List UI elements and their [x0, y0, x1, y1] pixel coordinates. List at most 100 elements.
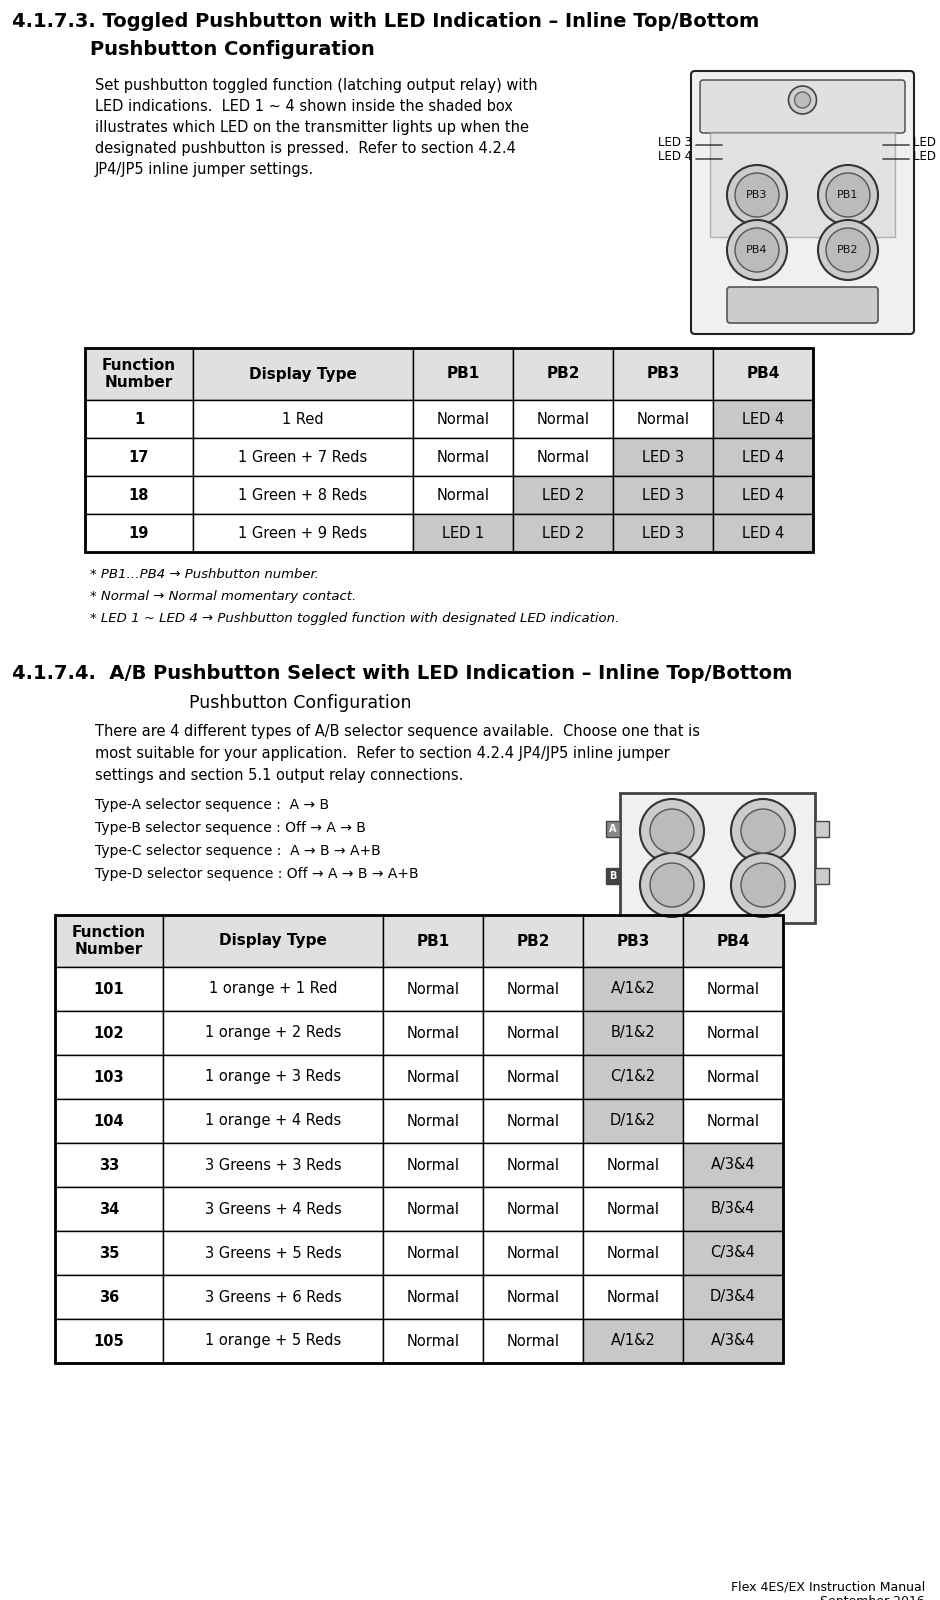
Text: * PB1…PB4 → Pushbutton number.: * PB1…PB4 → Pushbutton number. — [90, 568, 319, 581]
Text: Normal: Normal — [507, 1245, 559, 1261]
Text: LED 2: LED 2 — [541, 525, 584, 541]
Text: A/1&2: A/1&2 — [611, 981, 655, 997]
Text: B/1&2: B/1&2 — [611, 1026, 655, 1040]
Text: C/3&4: C/3&4 — [711, 1245, 756, 1261]
Bar — [55, 1011, 163, 1054]
Text: LED 4: LED 4 — [742, 525, 784, 541]
Bar — [193, 514, 413, 552]
Bar — [483, 1318, 583, 1363]
Bar — [606, 821, 620, 837]
Text: Normal: Normal — [436, 450, 490, 464]
Text: Function
Number: Function Number — [102, 358, 176, 390]
Bar — [583, 1230, 683, 1275]
Bar — [583, 1011, 683, 1054]
Bar — [383, 1142, 483, 1187]
Text: Normal: Normal — [406, 981, 460, 997]
Text: designated pushbutton is pressed.  Refer to section 4.2.4: designated pushbutton is pressed. Refer … — [95, 141, 516, 157]
Bar — [383, 1099, 483, 1142]
Text: D/1&2: D/1&2 — [610, 1114, 656, 1128]
Bar — [583, 1054, 683, 1099]
Bar — [383, 1011, 483, 1054]
Text: PB1: PB1 — [838, 190, 858, 200]
Text: 17: 17 — [129, 450, 149, 464]
Text: PB1: PB1 — [446, 366, 479, 381]
Text: Flex 4ES/EX Instruction Manual
September 2016
Page 17 of 37: Flex 4ES/EX Instruction Manual September… — [730, 1581, 925, 1600]
Bar — [683, 915, 783, 966]
Text: LED 2: LED 2 — [913, 136, 940, 149]
Bar — [483, 1054, 583, 1099]
Bar — [815, 867, 829, 883]
Bar — [383, 915, 483, 966]
Text: LED 4: LED 4 — [742, 488, 784, 502]
Bar — [683, 1099, 783, 1142]
Bar — [55, 1054, 163, 1099]
Text: LED 3: LED 3 — [642, 525, 684, 541]
Text: 3 Greens + 3 Reds: 3 Greens + 3 Reds — [205, 1157, 341, 1173]
Text: LED 1: LED 1 — [442, 525, 484, 541]
Text: 1 Red: 1 Red — [282, 411, 323, 427]
Text: Normal: Normal — [707, 1026, 760, 1040]
Text: 4.1.7.4.  A/B Pushbutton Select with LED Indication – Inline Top/Bottom: 4.1.7.4. A/B Pushbutton Select with LED … — [12, 664, 792, 683]
Bar — [413, 514, 513, 552]
Text: Type-A selector sequence :  A → B: Type-A selector sequence : A → B — [95, 798, 329, 813]
Text: most suitable for your application.  Refer to section 4.2.4 JP4/JP5 inline jumpe: most suitable for your application. Refe… — [95, 746, 669, 762]
FancyBboxPatch shape — [691, 70, 914, 334]
Bar — [710, 133, 895, 237]
Circle shape — [727, 165, 787, 226]
Bar — [55, 1142, 163, 1187]
Bar — [683, 1275, 783, 1318]
Text: Normal: Normal — [507, 1114, 559, 1128]
Text: Normal: Normal — [406, 1026, 460, 1040]
Bar — [683, 1054, 783, 1099]
Text: 33: 33 — [99, 1157, 119, 1173]
Bar — [383, 1187, 483, 1230]
Text: Pushbutton Configuration: Pushbutton Configuration — [189, 694, 412, 712]
Bar — [163, 1054, 383, 1099]
Bar — [85, 438, 193, 477]
Bar — [383, 966, 483, 1011]
Text: 1 Green + 8 Reds: 1 Green + 8 Reds — [239, 488, 368, 502]
Text: There are 4 different types of A/B selector sequence available.  Choose one that: There are 4 different types of A/B selec… — [95, 723, 700, 739]
Bar — [583, 915, 683, 966]
Text: Type-D selector sequence : Off → A → B → A+B: Type-D selector sequence : Off → A → B →… — [95, 867, 418, 882]
Text: D/3&4: D/3&4 — [710, 1290, 756, 1304]
Text: PB1: PB1 — [416, 933, 449, 949]
Circle shape — [826, 173, 870, 218]
Text: settings and section 5.1 output relay connections.: settings and section 5.1 output relay co… — [95, 768, 463, 782]
Bar — [613, 514, 713, 552]
Circle shape — [818, 165, 878, 226]
Circle shape — [650, 810, 694, 853]
Text: PB3: PB3 — [617, 933, 650, 949]
Text: 101: 101 — [94, 981, 124, 997]
Text: PB2: PB2 — [516, 933, 550, 949]
Text: 1 Green + 9 Reds: 1 Green + 9 Reds — [239, 525, 368, 541]
Bar — [513, 400, 613, 438]
Bar — [55, 966, 163, 1011]
Text: Normal: Normal — [406, 1114, 460, 1128]
Text: Display Type: Display Type — [249, 366, 357, 381]
Bar — [193, 477, 413, 514]
Bar — [583, 1099, 683, 1142]
Text: 1 orange + 4 Reds: 1 orange + 4 Reds — [205, 1114, 341, 1128]
Bar — [383, 1054, 483, 1099]
Bar — [513, 514, 613, 552]
Text: PB2: PB2 — [546, 366, 580, 381]
Bar — [583, 1142, 683, 1187]
Text: 18: 18 — [129, 488, 149, 502]
Bar — [483, 966, 583, 1011]
Text: Normal: Normal — [507, 1333, 559, 1349]
Bar — [383, 1318, 483, 1363]
Bar — [163, 1142, 383, 1187]
Circle shape — [731, 853, 795, 917]
Text: PB4: PB4 — [716, 933, 750, 949]
Bar — [683, 1230, 783, 1275]
Text: Normal: Normal — [707, 1114, 760, 1128]
Bar — [163, 1099, 383, 1142]
Bar — [713, 400, 813, 438]
Text: PB3: PB3 — [647, 366, 680, 381]
Text: LED 4: LED 4 — [742, 411, 784, 427]
Text: * Normal → Normal momentary contact.: * Normal → Normal momentary contact. — [90, 590, 356, 603]
Text: LED indications.  LED 1 ~ 4 shown inside the shaded box: LED indications. LED 1 ~ 4 shown inside … — [95, 99, 513, 114]
Text: A/3&4: A/3&4 — [711, 1333, 756, 1349]
Text: 103: 103 — [94, 1069, 124, 1085]
